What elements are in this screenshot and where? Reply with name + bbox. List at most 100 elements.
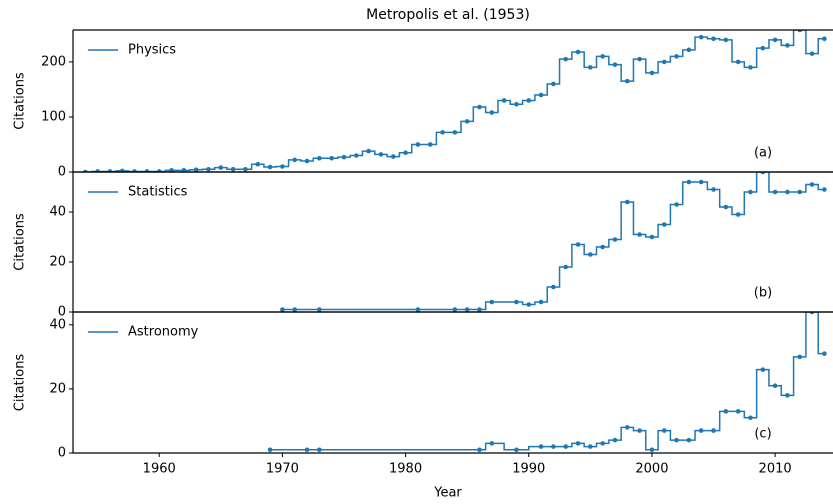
data-point — [354, 153, 359, 158]
data-point — [772, 37, 778, 43]
data-point — [440, 130, 445, 135]
data-point — [686, 437, 692, 443]
data-point — [735, 59, 741, 65]
data-point — [624, 199, 630, 205]
data-point — [735, 409, 741, 414]
data-point — [489, 110, 495, 115]
data-point — [415, 307, 421, 312]
data-point — [723, 204, 729, 210]
panel-label: (a) — [754, 146, 772, 161]
data-point — [649, 447, 655, 453]
plot-area — [83, 30, 827, 172]
data-point — [563, 264, 569, 270]
data-point — [132, 169, 137, 172]
data-point — [711, 187, 716, 192]
data-point — [292, 157, 298, 163]
data-point — [514, 102, 519, 107]
data-point — [243, 166, 248, 172]
x-axis-label: Year — [433, 486, 462, 501]
data-point — [317, 447, 322, 453]
data-point — [403, 150, 408, 156]
data-point — [711, 36, 716, 42]
data-point — [464, 307, 470, 312]
data-point — [489, 441, 495, 446]
y-axis-label: Citations — [13, 72, 28, 130]
data-point — [797, 189, 803, 195]
data-point — [612, 237, 618, 242]
data-point — [723, 37, 729, 43]
y-axis-label: Citations — [13, 213, 28, 271]
data-point — [661, 428, 667, 433]
data-point — [624, 78, 630, 84]
data-point — [698, 179, 704, 185]
data-point — [600, 244, 605, 250]
y-tick-label: 200 — [41, 54, 66, 69]
data-point — [698, 34, 704, 40]
data-point — [822, 187, 827, 192]
data-point — [600, 441, 605, 446]
y-tick-label: 0 — [58, 446, 66, 461]
data-point — [538, 299, 544, 305]
data-point — [169, 168, 174, 172]
y-tick-label: 0 — [58, 305, 66, 320]
data-point — [329, 155, 334, 161]
data-point — [267, 447, 273, 453]
x-tick-label: 1980 — [389, 462, 422, 477]
y-tick-label: 40 — [49, 317, 66, 332]
data-point — [785, 189, 790, 195]
data-point — [551, 284, 556, 290]
data-point — [649, 234, 655, 240]
data-point — [637, 56, 642, 62]
data-point — [193, 167, 199, 172]
data-point — [378, 152, 384, 157]
data-point — [760, 367, 766, 372]
data-point — [255, 161, 261, 167]
legend-label: Statistics — [128, 185, 188, 200]
data-point — [797, 354, 803, 360]
data-point — [230, 166, 236, 172]
data-point — [526, 302, 532, 307]
data-point — [674, 54, 679, 59]
data-point — [304, 447, 310, 453]
data-point — [674, 437, 679, 443]
data-point — [748, 415, 753, 421]
y-tick-label: 100 — [41, 109, 66, 124]
data-point — [280, 307, 285, 312]
x-tick-label: 1990 — [512, 462, 545, 477]
data-point — [206, 166, 211, 172]
data-point — [748, 65, 753, 70]
data-point — [452, 307, 458, 312]
data-point — [612, 437, 618, 443]
data-point — [292, 307, 298, 312]
data-point — [637, 232, 642, 237]
data-point — [772, 383, 778, 389]
x-tick-label: 2010 — [759, 462, 792, 477]
data-point — [785, 43, 790, 48]
data-point — [600, 54, 605, 59]
data-point — [698, 428, 704, 433]
chart-title: Metropolis et al. (1953) — [366, 7, 530, 23]
data-point — [119, 168, 125, 172]
data-point — [674, 202, 679, 207]
data-point — [144, 169, 150, 172]
panel-label: (b) — [754, 286, 772, 301]
data-line — [270, 312, 825, 451]
data-point — [723, 409, 729, 414]
data-point — [575, 441, 581, 446]
data-point — [464, 119, 470, 124]
data-point — [514, 299, 519, 305]
data-point — [304, 158, 310, 164]
data-point — [427, 142, 433, 147]
panel-label: (c) — [754, 427, 771, 442]
data-point — [686, 47, 692, 53]
data-point — [551, 81, 556, 87]
data-point — [551, 444, 556, 449]
data-point — [267, 164, 273, 170]
data-point — [107, 169, 113, 172]
data-point — [772, 189, 778, 195]
data-point — [390, 154, 396, 159]
data-point — [317, 307, 322, 312]
data-point — [317, 155, 322, 161]
data-point — [477, 104, 482, 110]
